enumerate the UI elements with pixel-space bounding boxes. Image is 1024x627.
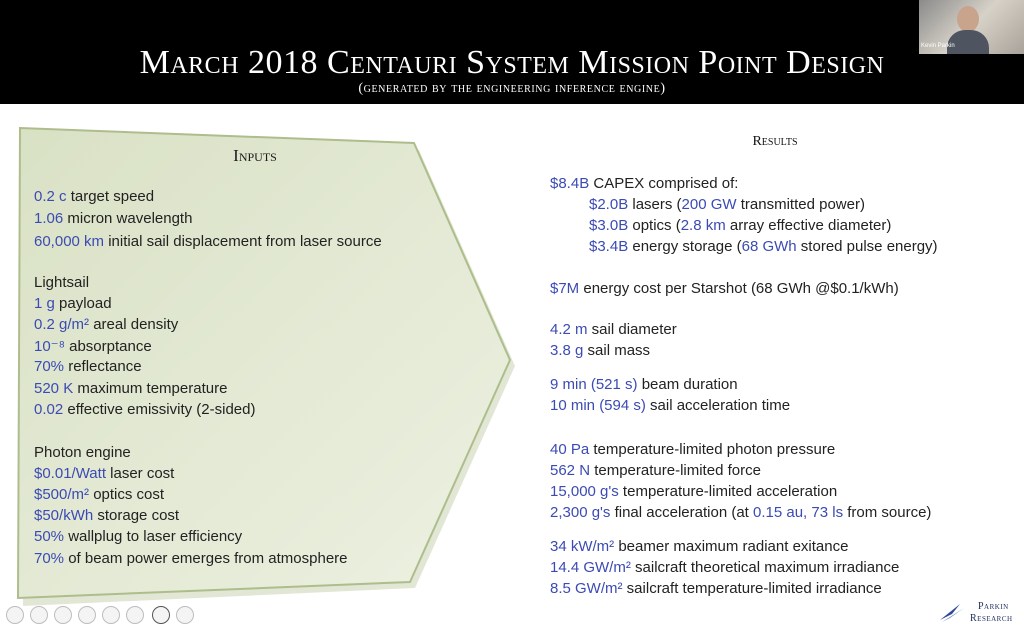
slide-subtitle: (generated by the engineering inference … [358,81,666,96]
inputs-list: 0.2 c target speed 1.06 micron wavelengt… [34,188,494,588]
participant-body [947,30,989,54]
participant-video-thumbnail[interactable]: Kevin Parkin [919,0,1024,54]
input-atmosphere-transmission: 70% of beam power emerges from atmospher… [34,550,348,567]
zoom-icon[interactable] [102,606,120,624]
result-final-acceleration: 2,300 g's final acceleration (at 0.15 au… [550,504,932,521]
input-max-temperature: 520 K maximum temperature [34,380,228,397]
result-energy-cost: $7M energy cost per Starshot (68 GWh @$0… [550,280,899,297]
participant-face [957,6,979,32]
input-emissivity: 0.02 effective emissivity (2-sided) [34,401,256,418]
input-reflectance: 70% reflectance [34,358,142,375]
slide-header: March 2018 Centauri System Mission Point… [0,0,1024,104]
result-capex-storage: $3.4B energy storage (68 GWh stored puls… [589,238,938,255]
inputs-title: Inputs [233,146,277,165]
input-storage-cost: $50/kWh storage cost [34,507,180,524]
results-title: Results [752,134,798,149]
input-sail-displacement: 60,000 km initial sail displacement from… [34,233,382,250]
input-wallplug-efficiency: 50% wallplug to laser efficiency [34,528,243,545]
result-sail-mass: 3.8 g sail mass [550,342,651,359]
result-photon-pressure: 40 Pa temperature-limited photon pressur… [550,441,836,458]
camera-icon[interactable] [152,606,170,624]
input-laser-cost: $0.01/Watt laser cost [34,465,175,482]
result-capex: $8.4B CAPEX comprised of: [550,175,739,192]
result-radiant-exitance: 34 kW/m² beamer maximum radiant exitance [550,538,849,555]
participant-name: Kevin Parkin [921,43,955,49]
result-theoretical-irradiance: 14.4 GW/m² sailcraft theoretical maximum… [550,559,900,576]
slides-icon[interactable] [78,606,96,624]
logo-text-line1: Parkin [978,601,1009,612]
parkin-research-logo: Parkin Research [938,600,1024,627]
result-beam-duration: 9 min (521 s) beam duration [550,376,738,393]
lightsail-heading: Lightsail [34,274,90,291]
result-force: 562 N temperature-limited force [550,462,761,479]
result-acceleration-time: 10 min (594 s) sail acceleration time [550,397,791,414]
previous-slide-icon[interactable] [6,606,24,624]
results-list: $8.4B CAPEX comprised of: $2.0B lasers (… [550,175,1020,605]
result-limited-irradiance: 8.5 GW/m² sailcraft temperature-limited … [550,580,882,597]
slide-title: March 2018 Centauri System Mission Point… [139,44,885,81]
more-options-icon[interactable] [176,606,194,624]
next-slide-icon[interactable] [30,606,48,624]
input-wavelength: 1.06 micron wavelength [34,210,193,227]
photon-engine-heading: Photon engine [34,444,131,461]
result-capex-optics: $3.0B optics (2.8 km array effective dia… [589,217,892,234]
pen-icon[interactable] [54,606,72,624]
input-optics-cost: $500/m² optics cost [34,486,165,503]
input-payload: 1 g payload [34,295,112,312]
logo-mark-icon [940,604,964,622]
input-absorptance: 10⁻⁸ absorptance [34,338,152,355]
result-sail-diameter: 4.2 m sail diameter [550,321,677,338]
input-target-speed: 0.2 c target speed [34,188,155,205]
result-capex-lasers: $2.0B lasers (200 GW transmitted power) [589,196,865,213]
result-acceleration: 15,000 g's temperature-limited accelerat… [550,483,838,500]
subtitles-icon[interactable] [126,606,144,624]
input-areal-density: 0.2 g/m² areal density [34,316,179,333]
logo-text-line2: Research [970,613,1013,624]
